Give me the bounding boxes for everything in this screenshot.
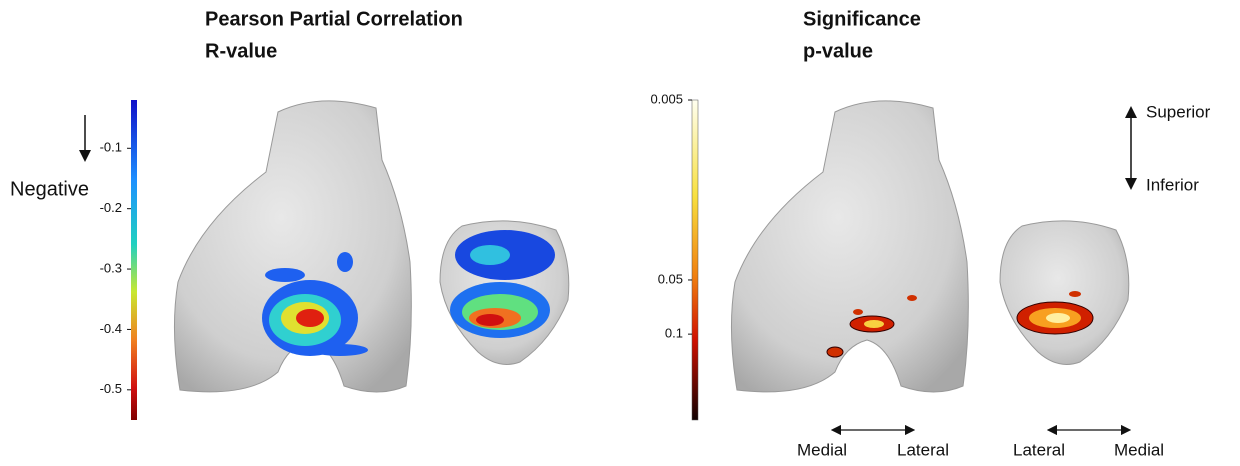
- axis-label: Lateral: [1013, 440, 1065, 459]
- colorbar: [692, 100, 698, 420]
- title-line: Significance: [803, 8, 921, 30]
- tick-label: 0.005: [650, 91, 683, 106]
- orientation-label: Superior: [1146, 102, 1211, 121]
- tick-label: 0.1: [665, 326, 683, 341]
- femur: [731, 101, 968, 392]
- title-line: p-value: [803, 40, 873, 62]
- patella: [1000, 221, 1129, 365]
- axis-label: Medial: [797, 440, 847, 459]
- tick-label: -0.1: [100, 140, 122, 155]
- axis-label: Medial: [1114, 440, 1164, 459]
- tick-label: 0.05: [658, 271, 683, 286]
- tick-label: -0.4: [100, 321, 122, 336]
- orientation-label: Inferior: [1146, 175, 1199, 194]
- axis-label: Lateral: [897, 440, 949, 459]
- colorbar: [131, 100, 137, 420]
- title-line: Pearson Partial Correlation: [205, 8, 463, 30]
- figure: Pearson Partial Correlation R-value Sign…: [0, 0, 1240, 466]
- tick-label: -0.3: [100, 260, 122, 275]
- tick-label: -0.5: [100, 381, 122, 396]
- title-line: R-value: [205, 40, 277, 62]
- tick-label: -0.2: [100, 200, 122, 215]
- direction-label: Negative: [10, 178, 89, 200]
